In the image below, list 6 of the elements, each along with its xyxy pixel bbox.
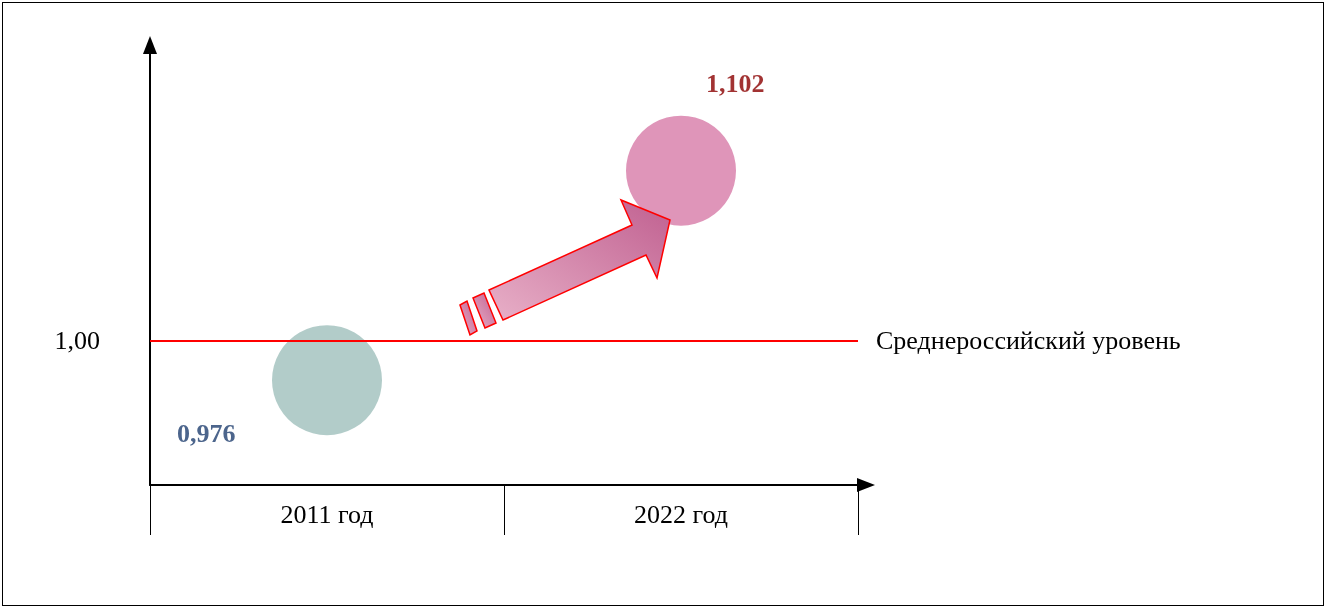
- x-tick-label: 2022 год: [634, 499, 728, 529]
- data-label: 1,102: [706, 69, 765, 99]
- x-tick-label: 2011 год: [280, 499, 374, 529]
- data-label: 0,976: [177, 418, 236, 448]
- text: 1,00: [54, 325, 100, 355]
- ref-line-label: Среднероссийский уровень: [876, 325, 1181, 355]
